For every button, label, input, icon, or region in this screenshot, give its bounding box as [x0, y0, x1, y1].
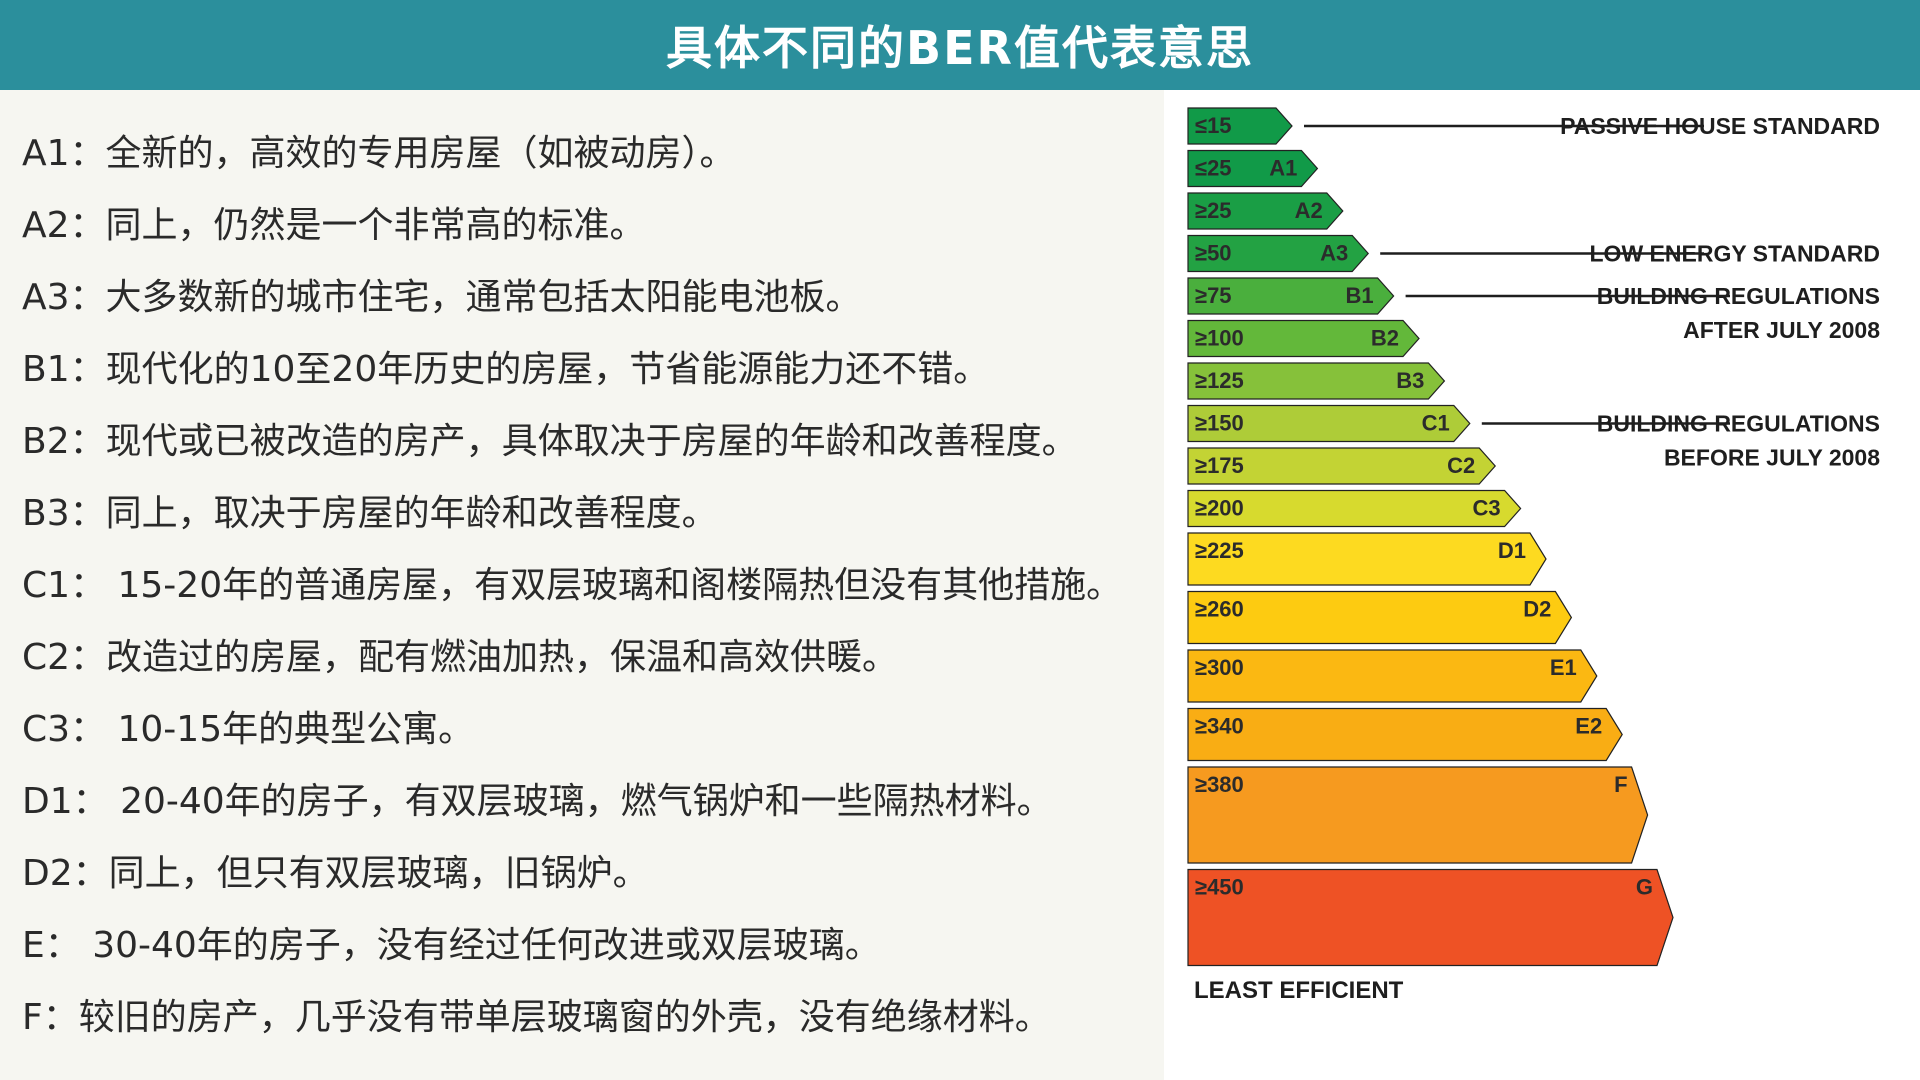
- ber-band-bar: [1187, 447, 1497, 485]
- ber-band-bar: [1187, 362, 1446, 400]
- ber-band-bar: [1187, 707, 1623, 762]
- rating-description-item: D2：同上，但只有双层玻璃，旧锅炉。: [22, 853, 649, 894]
- band-threshold-label: ≥260: [1195, 597, 1244, 622]
- ber-band-bar: [1187, 489, 1522, 528]
- rating-description-item: B1：现代化的10至20年历史的房屋，节省能源能力还不错。: [22, 349, 990, 390]
- band-grade-label: B1: [1345, 283, 1373, 308]
- band-threshold-label: ≥380: [1195, 772, 1244, 797]
- band-threshold-label: ≥225: [1195, 538, 1244, 563]
- standard-label: LOW ENERGY STANDARD: [1590, 241, 1881, 267]
- rating-description-item: C1： 15-20年的普通房屋，有双层玻璃和阁楼隔热但没有其他措施。: [22, 565, 1123, 606]
- band-threshold-label: ≥50: [1195, 241, 1232, 266]
- band-threshold-label: ≥340: [1195, 714, 1244, 739]
- rating-description-item: C2：改造过的房屋，配有燃油加热，保温和高效供暖。: [22, 637, 899, 678]
- ber-band-bar: [1187, 277, 1395, 315]
- header-bar: 具体不同的BER值代表意思: [0, 0, 1920, 90]
- ber-band-bar: [1187, 149, 1319, 188]
- ber-band-bar: [1187, 234, 1370, 273]
- rating-description-list: A1：全新的，高效的专用房屋（如被动房）。 A2：同上，仍然是一个非常高的标准。 A…: [22, 118, 1172, 1054]
- standard-label: BEFORE JULY 2008: [1664, 445, 1880, 471]
- band-grade-label: D1: [1498, 538, 1526, 563]
- ber-band-bar: [1187, 192, 1344, 230]
- band-grade-label: C3: [1472, 496, 1500, 521]
- ber-band-bar: [1187, 649, 1598, 703]
- ber-band-bar: [1187, 590, 1573, 645]
- band-grade-label: A2: [1295, 198, 1323, 223]
- rating-description-item: F：较旧的房产，几乎没有带单层玻璃窗的外壳，没有绝缘材料。: [22, 997, 1051, 1038]
- band-threshold-label: ≤15: [1195, 113, 1232, 138]
- band-grade-label: E2: [1575, 714, 1602, 739]
- band-grade-label: C2: [1447, 453, 1475, 478]
- ber-chart-panel: ≤15 ≤25 A1 ≥25 A2 ≥50 A3 ≥75 B1 ≥100 B2 ≥125 B3 ≥150 C…: [1164, 90, 1920, 1080]
- band-threshold-label: ≤25: [1195, 156, 1232, 181]
- rating-description-item: B3：同上，取决于房屋的年龄和改善程度。: [22, 493, 718, 534]
- ber-band-bar: [1187, 868, 1674, 967]
- standard-label: BUILDING REGULATIONS: [1597, 411, 1880, 437]
- rating-description-item: D1： 20-40年的房子，有双层玻璃，燃气锅炉和一些隔热材料。: [22, 781, 1053, 822]
- band-threshold-label: ≥450: [1195, 875, 1244, 900]
- band-threshold-label: ≥75: [1195, 283, 1232, 308]
- band-grade-label: A1: [1269, 156, 1297, 181]
- page-title: 具体不同的BER值代表意思: [666, 21, 1254, 75]
- ber-band-bar: [1187, 532, 1547, 586]
- ber-band-bar: [1187, 319, 1420, 358]
- rating-description-item: C3： 10-15年的典型公寓。: [22, 709, 475, 750]
- standard-label: PASSIVE HOUSE STANDARD: [1560, 113, 1880, 139]
- ber-rating-chart: ≤15 ≤25 A1 ≥25 A2 ≥50 A3 ≥75 B1 ≥100 B2 ≥125 B3 ≥150 C…: [1187, 107, 1881, 1004]
- band-threshold-label: ≥25: [1195, 198, 1232, 223]
- ber-band-bar: [1187, 107, 1293, 145]
- band-threshold-label: ≥125: [1195, 368, 1244, 393]
- rating-description-item: A3：大多数新的城市住宅，通常包括太阳能电池板。: [22, 277, 862, 318]
- band-threshold-label: ≥300: [1195, 655, 1244, 680]
- rating-description-item: B2：现代或已被改造的房产，具体取决于房屋的年龄和改善程度。: [22, 421, 1078, 462]
- band-grade-label: B3: [1396, 368, 1424, 393]
- band-grade-label: E1: [1550, 655, 1577, 680]
- rating-description-item: A2：同上，仍然是一个非常高的标准。: [22, 205, 646, 246]
- band-grade-label: C1: [1422, 411, 1450, 436]
- standard-label: AFTER JULY 2008: [1683, 317, 1880, 343]
- band-threshold-label: ≥200: [1195, 496, 1244, 521]
- band-grade-label: A3: [1320, 241, 1348, 266]
- band-threshold-label: ≥150: [1195, 411, 1244, 436]
- rating-description-item: A1：全新的，高效的专用房屋（如被动房）。: [22, 133, 736, 174]
- ber-band-bar: [1187, 766, 1649, 864]
- band-grade-label: B2: [1371, 326, 1399, 351]
- band-grade-label: F: [1614, 772, 1627, 797]
- ber-band-bar: [1187, 404, 1471, 443]
- rating-description-item: E： 30-40年的房子，没有经过任何改进或双层玻璃。: [22, 925, 881, 966]
- band-grade-label: D2: [1523, 597, 1551, 622]
- least-efficient-label: LEAST EFFICIENT: [1194, 977, 1404, 1004]
- band-threshold-label: ≥175: [1195, 453, 1244, 478]
- standard-label: BUILDING REGULATIONS: [1597, 283, 1880, 309]
- band-grade-label: G: [1636, 875, 1653, 900]
- band-threshold-label: ≥100: [1195, 326, 1244, 351]
